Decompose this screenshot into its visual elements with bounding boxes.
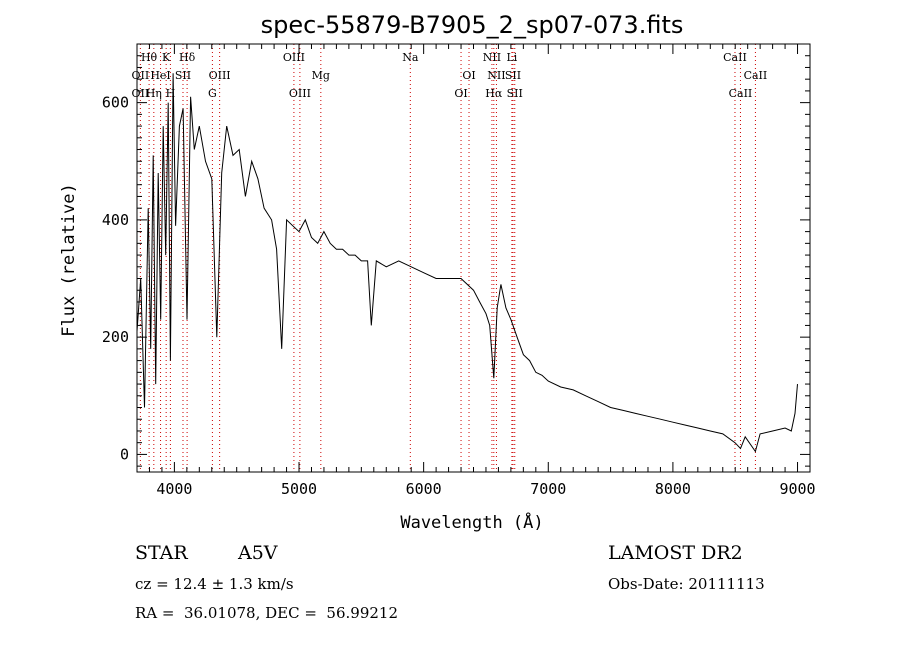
spectral-line-label: SII: [175, 69, 191, 82]
emission-line-markers: [139, 44, 756, 472]
sky-coordinates: RA = 36.01078, DEC = 56.99212: [135, 604, 399, 622]
spectral-line-label: CaII: [729, 87, 753, 100]
plot-axes: 4000 5000 6000 7000 8000 9000 0 200 400 600: [102, 43, 816, 498]
spectral-line-label: NII: [487, 69, 505, 82]
spectral-line-label: OI: [462, 69, 475, 82]
spectral-line-label: Hα: [485, 87, 503, 100]
survey-name: LAMOST DR2: [608, 542, 743, 564]
x-tick-label: 5000: [281, 480, 317, 498]
spectral-line-label: Hθ: [141, 51, 158, 64]
spectral-line-label: OII: [132, 87, 150, 100]
y-tick-label: 200: [102, 328, 129, 346]
spectral-line-label: H: [166, 87, 176, 100]
object-class: STAR: [135, 542, 188, 564]
observation-date: Obs-Date: 20111113: [608, 575, 765, 593]
chart-title: spec-55879-B7905_2_sp07-073.fits: [261, 11, 684, 39]
spectrum-series: [136, 73, 798, 453]
x-tick-label: 4000: [156, 480, 192, 498]
spectral-line-label: NII: [483, 51, 501, 64]
spectral-line-label: OII: [132, 69, 150, 82]
spectral-subclass: A5V: [238, 542, 278, 564]
spectral-line-label: CaII: [744, 69, 768, 82]
spectral-line-label: OIII: [283, 51, 305, 64]
y-axis-label: Flux (relative): [59, 183, 79, 337]
x-tick-label: 8000: [655, 480, 691, 498]
spectral-line-label: Mg: [312, 69, 330, 82]
x-axis-label: Wavelength (Å): [400, 511, 543, 533]
spectral-line-label: OIII: [209, 69, 231, 82]
spectral-line-label: OIII: [289, 87, 311, 100]
spectral-line-label: Hη: [146, 87, 162, 100]
spectral-line-label: OI: [454, 87, 467, 100]
plot-frame: [136, 43, 811, 473]
spectral-line-label: Li: [506, 51, 517, 64]
spectral-line-label: G: [208, 87, 217, 100]
spectral-line-label: SII: [505, 69, 521, 82]
spectral-line-label: Na: [402, 51, 419, 64]
spectral-line-label: Hδ: [179, 51, 196, 64]
spectral-line-label: CaII: [723, 51, 747, 64]
x-tick-label: 9000: [779, 480, 815, 498]
spectrum-line: [136, 73, 798, 453]
spectral-line-label: SII: [507, 87, 523, 100]
spectral-line-label: K: [162, 51, 171, 64]
y-tick-label: 600: [102, 94, 129, 112]
x-tick-label: 6000: [406, 480, 442, 498]
spectral-line-label: HeI: [150, 69, 170, 82]
y-tick-label: 0: [120, 445, 129, 463]
x-tick-label: 7000: [530, 480, 566, 498]
y-tick-label: 400: [102, 211, 129, 229]
redshift-velocity: cz = 12.4 ± 1.3 km/s: [135, 575, 294, 593]
